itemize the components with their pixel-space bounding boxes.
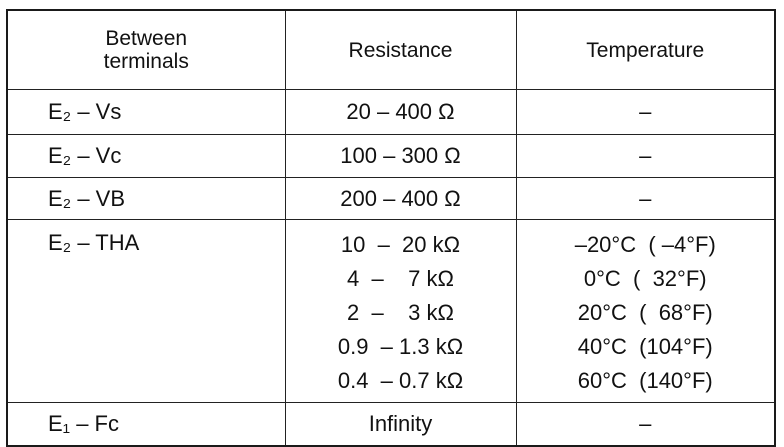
- resistance-value: 0.4 – 0.7 kΩ: [337, 368, 464, 393]
- terminals-cell: E₂ – Vs: [6, 89, 286, 135]
- header-resistance: Resistance: [284, 9, 517, 90]
- temperature-value: 60°C (140°F): [577, 368, 713, 393]
- temperature-cell: –20°C ( –4°F) 0°C ( 32°F) 20°C ( 68°F) 4…: [515, 219, 776, 403]
- resistance-cell: 200 – 400 Ω: [284, 177, 517, 220]
- temperature-value: 20°C ( 68°F): [577, 300, 713, 325]
- temperature-cell: –: [515, 402, 776, 447]
- resistance-cell: 20 – 400 Ω: [284, 89, 517, 135]
- header-between-terminals: Between terminals: [6, 9, 286, 90]
- temperature-cell: –: [515, 177, 776, 220]
- resistance-cell: 100 – 300 Ω: [284, 134, 517, 178]
- resistance-value: 0.9 – 1.3 kΩ: [337, 334, 464, 359]
- temperature-value: 40°C (104°F): [577, 334, 713, 359]
- terminals-cell: E₁ – Fc: [6, 402, 286, 447]
- terminals-cell: E₂ – VB: [6, 177, 286, 220]
- resistance-cell: 10 – 20 kΩ 4 – 7 kΩ 2 – 3 kΩ 0.9 – 1.3 k…: [284, 219, 517, 403]
- temperature-cell: –: [515, 89, 776, 135]
- resistance-value: 10 – 20 kΩ: [340, 232, 461, 257]
- resistance-cell: Infinity: [284, 402, 517, 447]
- table-row: E₁ – Fc Infinity –: [6, 402, 776, 447]
- terminals-cell: E₂ – THA: [6, 219, 286, 403]
- temperature-value: 0°C ( 32°F): [583, 266, 707, 291]
- header-row: Between terminals Resistance Temperature: [6, 9, 776, 90]
- temperature-cell: –: [515, 134, 776, 178]
- temperature-value: –20°C ( –4°F): [574, 232, 716, 257]
- table-row: E₂ – VB 200 – 400 Ω –: [6, 177, 776, 220]
- terminal-resistance-table: Between terminals Resistance Temperature…: [6, 9, 776, 447]
- table-row: E₂ – Vs 20 – 400 Ω –: [6, 89, 776, 135]
- resistance-value: 4 – 7 kΩ: [347, 266, 454, 291]
- table-row: E₂ – Vc 100 – 300 Ω –: [6, 134, 776, 178]
- resistance-value: 2 – 3 kΩ: [347, 300, 454, 325]
- table-row: E₂ – THA 10 – 20 kΩ 4 – 7 kΩ 2 – 3 kΩ 0.…: [6, 219, 776, 403]
- terminals-cell: E₂ – Vc: [6, 134, 286, 178]
- header-temperature: Temperature: [515, 9, 776, 90]
